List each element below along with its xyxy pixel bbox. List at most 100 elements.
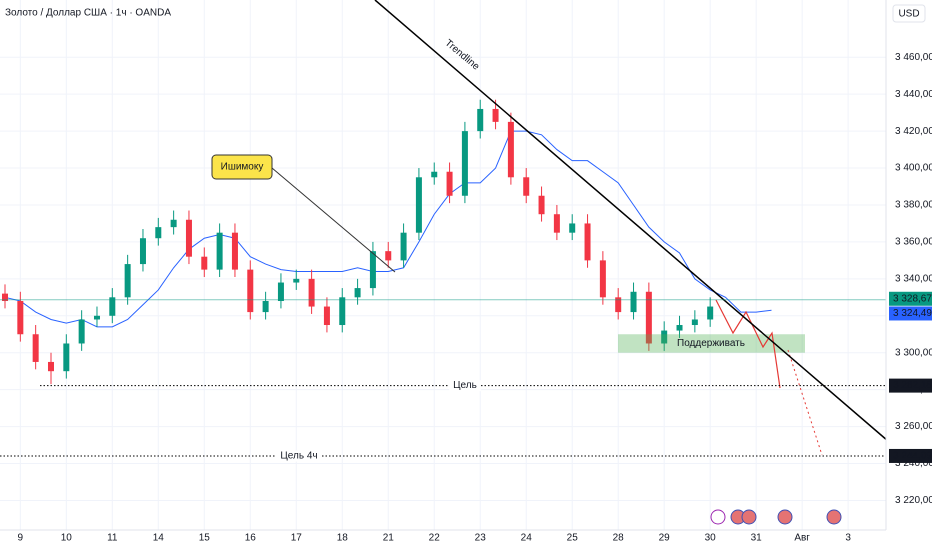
x-tick-label: 9 <box>18 533 24 544</box>
candle-body <box>615 297 622 313</box>
x-tick-label: Авг <box>794 533 810 544</box>
price-box-label: 3 328,670 <box>893 293 932 304</box>
x-tick-label: 24 <box>521 533 533 544</box>
candle-body <box>553 214 560 233</box>
candle-body <box>109 297 116 316</box>
x-tick-label: 17 <box>291 533 303 544</box>
candle-body <box>201 256 208 270</box>
price-box-label: 3 324,498 <box>893 308 932 319</box>
support-zone <box>618 334 805 353</box>
trendline <box>374 0 889 442</box>
x-tick-label: 16 <box>245 533 257 544</box>
candle-body <box>461 131 468 196</box>
x-tick-label: 14 <box>153 533 165 544</box>
callout-box <box>211 154 273 180</box>
candle-body <box>354 288 361 298</box>
candle-body <box>676 325 683 331</box>
callout-label: Ишимоку <box>221 162 264 173</box>
x-tick-label: 30 <box>705 533 717 544</box>
candle-body <box>139 238 146 265</box>
y-tick-label: 3 420,000 <box>895 126 932 137</box>
x-tick-label: 11 <box>107 533 118 544</box>
candle-body <box>523 177 530 196</box>
candle-body <box>707 306 714 320</box>
currency-box[interactable] <box>892 4 926 23</box>
x-tick-label: 31 <box>751 533 763 544</box>
candle-body <box>645 291 652 344</box>
y-tick-label: 3 460,000 <box>895 52 932 63</box>
price-box-label: 3 282,189 <box>893 380 932 391</box>
candle-body <box>385 251 392 261</box>
candle-body <box>293 278 300 283</box>
event-icon[interactable] <box>826 509 842 525</box>
candle-body <box>47 361 54 372</box>
y-tick-label: 3 220,000 <box>895 495 932 506</box>
y-tick-label: 3 360,000 <box>895 237 932 248</box>
x-tick-label: 10 <box>61 533 73 544</box>
y-tick-label: 3 300,000 <box>895 347 932 358</box>
candle-body <box>216 232 223 270</box>
chart-title: Золото / Доллар США · 1ч · OANDA <box>5 8 171 19</box>
candle-body <box>477 108 484 132</box>
price-box <box>889 306 932 321</box>
x-tick-label: 21 <box>383 533 395 544</box>
candle-body <box>400 232 407 261</box>
candle-body <box>661 330 668 344</box>
y-tick-label: 3 400,000 <box>895 163 932 174</box>
candle-body <box>691 319 698 326</box>
candle-body <box>185 219 192 257</box>
event-icon[interactable] <box>741 509 757 525</box>
target-label: Цель 4ч <box>280 451 317 462</box>
x-tick-label: 22 <box>429 533 441 544</box>
target-label: Цель <box>453 380 477 391</box>
currency: USD <box>898 9 919 20</box>
candle-body <box>93 315 100 320</box>
x-tick-label: 28 <box>613 533 625 544</box>
candle-body <box>247 269 254 313</box>
axis-labels: 3 220,0003 240,0003 260,0003 280,0003 30… <box>18 52 932 544</box>
y-tick-label: 3 240,000 <box>895 458 932 469</box>
candle-body <box>569 223 576 233</box>
callout-line <box>271 167 396 273</box>
candle-body <box>492 108 499 122</box>
candle-body <box>507 121 514 178</box>
candle-body <box>78 319 85 344</box>
candle-body <box>32 334 39 362</box>
candle-body <box>308 278 315 307</box>
y-tick-label: 3 340,000 <box>895 273 932 284</box>
y-tick-label: 3 440,000 <box>895 89 932 100</box>
candle-body <box>2 293 8 302</box>
price-box <box>889 291 932 306</box>
candle-body <box>415 177 422 233</box>
x-tick-label: 25 <box>567 533 579 544</box>
event-icon[interactable] <box>777 509 793 525</box>
candle-body <box>231 232 238 270</box>
marks <box>2 99 772 385</box>
y-tick-label: 3 260,000 <box>895 421 932 432</box>
price-box-label: 3 244,098 <box>893 451 932 462</box>
candle-body <box>538 195 545 215</box>
target-label-bg <box>449 380 481 392</box>
candle-body <box>17 301 24 335</box>
candle-body <box>124 264 131 298</box>
candle-body <box>323 306 330 326</box>
x-tick-label: 18 <box>337 533 349 544</box>
candle-body <box>339 297 346 326</box>
support-label: Поддерживать <box>677 338 745 349</box>
x-tick-label: 23 <box>475 533 487 544</box>
x-tick-label: 3 <box>845 533 851 544</box>
candle-body <box>431 171 438 178</box>
candle-body <box>170 219 177 228</box>
candle-body <box>599 260 606 298</box>
x-tick-label: 29 <box>659 533 671 544</box>
price-box <box>889 378 932 393</box>
target-label-bg <box>276 450 322 462</box>
candle-body <box>277 282 284 302</box>
candle-body <box>446 171 453 196</box>
candle-body <box>262 301 269 313</box>
event-icon[interactable] <box>710 509 726 525</box>
x-tick-label: 15 <box>199 533 211 544</box>
